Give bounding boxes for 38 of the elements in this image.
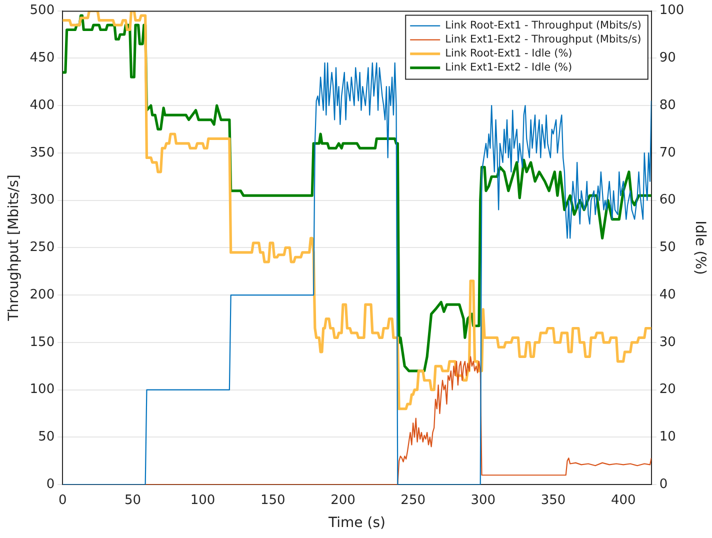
y2-tick-label: 20 <box>659 382 676 398</box>
y-tick-label: 200 <box>30 287 55 302</box>
y2-tick-label: 40 <box>659 287 676 302</box>
x-tick-label: 400 <box>610 492 636 508</box>
y-tick-label: 500 <box>30 3 55 18</box>
legend-label: Link Ext1-Ext2 - Throughput (Mbits/s) <box>445 34 642 46</box>
y2-tick-label: 70 <box>659 145 676 160</box>
y-tick-label: 0 <box>46 476 55 492</box>
y-tick-label: 250 <box>30 240 55 256</box>
y-tick-label: 450 <box>30 50 55 66</box>
y2-tick-label: 10 <box>659 430 676 445</box>
x-tick-label: 50 <box>124 492 141 508</box>
y-tick-label: 100 <box>30 382 55 398</box>
x-tick-label: 300 <box>470 492 496 508</box>
y-tick-label: 150 <box>30 334 55 350</box>
legend-label: Link Root-Ext1 - Throughput (Mbits/s) <box>445 20 642 32</box>
y2-tick-label: 90 <box>659 50 676 66</box>
y-axis-title: Throughput [Mbits/s] <box>6 174 22 322</box>
x-tick-label: 200 <box>330 492 356 508</box>
x-tick-label: 350 <box>540 492 566 508</box>
x-tick-label: 0 <box>58 492 67 508</box>
legend-label: Link Ext1-Ext2 - Idle (%) <box>445 62 572 74</box>
y-tick-label: 300 <box>30 192 55 208</box>
x-tick-label: 100 <box>190 492 216 508</box>
y2-tick-label: 30 <box>659 334 676 350</box>
y-tick-label: 50 <box>38 430 55 445</box>
y2-tick-label: 0 <box>659 476 668 492</box>
x-axis-title: Time (s) <box>328 515 386 532</box>
y2-tick-label: 50 <box>659 240 676 256</box>
x-tick-label: 150 <box>260 492 286 508</box>
y2-tick-label: 60 <box>659 192 676 208</box>
y-tick-label: 350 <box>30 145 55 160</box>
legend-label: Link Root-Ext1 - Idle (%) <box>445 48 572 60</box>
y2-tick-label: 80 <box>659 98 676 113</box>
y2-tick-label: 100 <box>659 3 684 18</box>
x-tick-label: 250 <box>400 492 426 508</box>
y-tick-label: 400 <box>30 98 55 113</box>
y2-axis-title: Idle (%) <box>692 220 708 275</box>
